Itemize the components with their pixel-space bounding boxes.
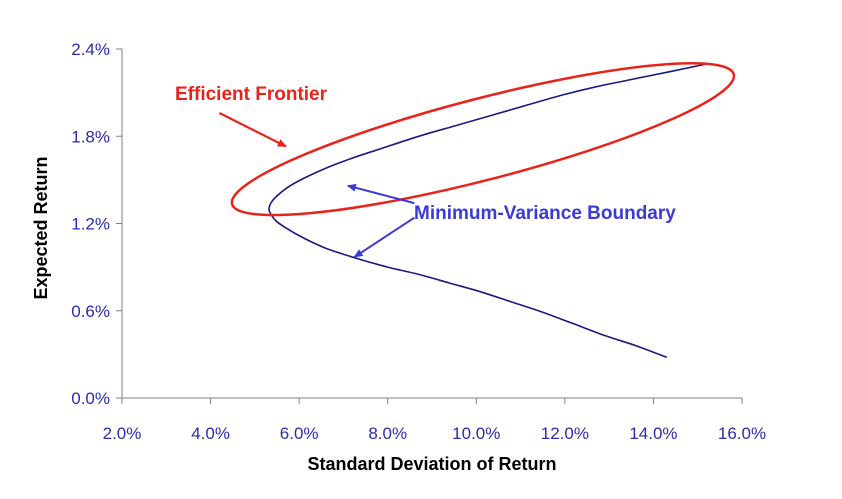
y-tick-label: 0.0% [71,389,110,408]
x-tick-label: 10.0% [452,424,500,443]
annotation-layer: Efficient Frontier Minimum-Variance Bound… [175,62,736,258]
series-layer [268,62,709,359]
y-tick-label: 2.4% [71,40,110,59]
efficient-frontier-ellipse [230,62,736,217]
x-axis-title: Standard Deviation of Return [307,454,556,474]
efficient-frontier-arrow [218,112,287,148]
minimum-variance-boundary-arrow [346,183,415,205]
minimum-variance-boundary-line [268,62,709,359]
y-tick-label: 1.2% [71,215,110,234]
efficient-frontier-label: Efficient Frontier [175,84,328,105]
y-tick-label: 0.6% [71,302,110,321]
minimum-variance-boundary-label: Minimum-Variance Boundary [414,203,676,224]
x-tick-label: 16.0% [718,424,766,443]
minimum-variance-boundary-arrow [353,216,415,258]
y-axis-title: Expected Return [31,156,51,299]
axes: 0.0% 0.6% 1.2% 1.8% 2.4% 2.0% 4.0% 6.0% 8.0% 10.0… [71,40,766,443]
x-tick-label: 12.0% [541,424,589,443]
x-tick-label: 2.0% [103,424,142,443]
x-tick-label: 6.0% [280,424,319,443]
x-tick-label: 8.0% [368,424,407,443]
y-tick-label: 1.8% [71,127,110,146]
x-tick-label: 4.0% [191,424,230,443]
x-tick-label: 14.0% [629,424,677,443]
